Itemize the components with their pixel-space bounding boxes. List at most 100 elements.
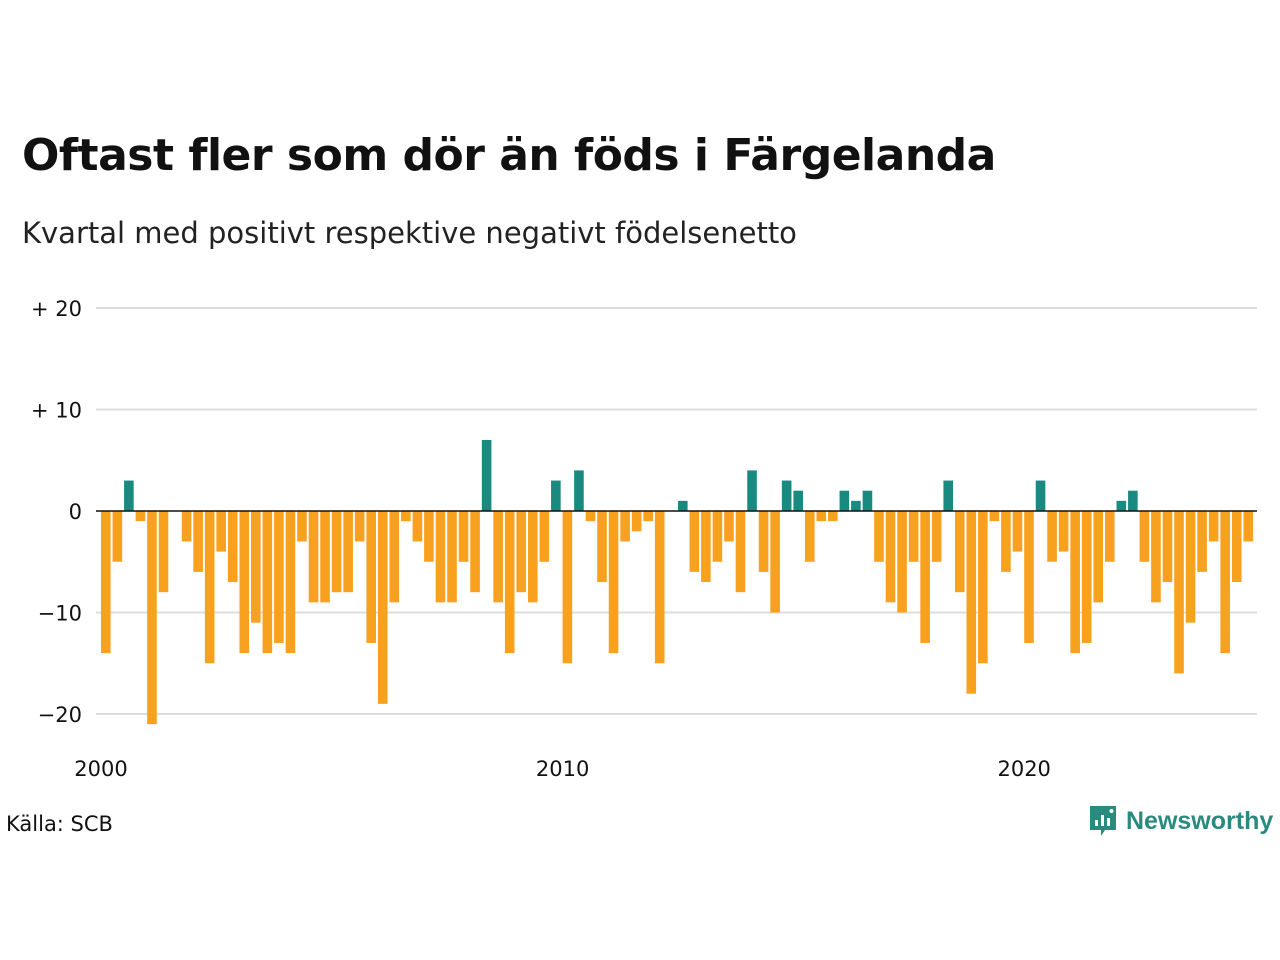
bar bbox=[412, 511, 423, 542]
bar bbox=[135, 511, 146, 522]
bars bbox=[101, 439, 1254, 725]
bar bbox=[447, 511, 457, 603]
bar bbox=[527, 511, 538, 603]
bar bbox=[839, 490, 850, 511]
bar bbox=[193, 511, 203, 572]
bar bbox=[608, 511, 619, 654]
bar bbox=[377, 511, 388, 704]
bar bbox=[1012, 511, 1023, 552]
bar bbox=[920, 511, 930, 643]
bar bbox=[331, 511, 342, 593]
bar bbox=[1093, 511, 1104, 603]
bar bbox=[481, 439, 492, 511]
bar bbox=[954, 511, 965, 593]
newsworthy-logo-icon bbox=[1090, 806, 1116, 836]
bar bbox=[308, 511, 319, 603]
bar bbox=[1081, 511, 1092, 643]
bar bbox=[978, 511, 988, 664]
y-tick-label: + 20 bbox=[31, 297, 82, 321]
bar bbox=[816, 511, 827, 522]
bar bbox=[689, 511, 700, 572]
y-tick-label: −10 bbox=[38, 602, 82, 626]
bar bbox=[366, 511, 377, 643]
bar bbox=[1185, 511, 1196, 623]
bar bbox=[1104, 511, 1115, 562]
bar bbox=[493, 511, 503, 603]
bar bbox=[181, 511, 192, 542]
x-tick-label: 2000 bbox=[74, 757, 127, 781]
bar bbox=[147, 511, 157, 725]
bar bbox=[828, 511, 838, 522]
bar bbox=[354, 511, 365, 542]
bar bbox=[274, 511, 284, 643]
y-tick-label: 0 bbox=[69, 500, 82, 524]
bar bbox=[862, 490, 873, 511]
chart-title: Oftast fler som dör än föds i Färgelanda bbox=[22, 130, 996, 181]
y-tick-label: + 10 bbox=[31, 399, 82, 423]
bar bbox=[401, 511, 411, 522]
bar bbox=[943, 480, 954, 511]
bar bbox=[1231, 511, 1242, 583]
bar bbox=[620, 511, 630, 542]
bar bbox=[435, 511, 446, 603]
bar bbox=[1070, 511, 1080, 654]
bar bbox=[285, 511, 296, 654]
bar bbox=[239, 511, 250, 654]
bar bbox=[204, 511, 215, 664]
bar bbox=[1035, 480, 1046, 511]
bar bbox=[712, 511, 723, 562]
bar bbox=[574, 470, 584, 511]
bar bbox=[504, 511, 515, 654]
bar bbox=[758, 511, 769, 572]
x-tick-label: 2010 bbox=[536, 757, 589, 781]
bar bbox=[793, 490, 803, 511]
bar bbox=[516, 511, 527, 593]
bar bbox=[424, 511, 434, 562]
y-tick-label: −20 bbox=[38, 703, 82, 727]
bar bbox=[804, 511, 815, 562]
y-axis: + 20 + 10 0 −10 −20 bbox=[31, 297, 82, 727]
bar bbox=[874, 511, 884, 562]
bar bbox=[101, 511, 111, 654]
bar bbox=[1208, 511, 1219, 542]
bar bbox=[643, 511, 653, 522]
bar bbox=[1151, 511, 1161, 603]
bar bbox=[458, 511, 469, 562]
bar bbox=[158, 511, 169, 593]
bar bbox=[1243, 511, 1254, 542]
x-axis: 2000 2010 2020 bbox=[74, 757, 1051, 781]
bar bbox=[551, 480, 561, 511]
bar bbox=[585, 511, 596, 522]
bar bbox=[124, 480, 134, 511]
chart-subtitle: Kvartal med positivt respektive negativt… bbox=[22, 216, 797, 250]
source-note: Källa: SCB bbox=[6, 812, 113, 836]
brand-name: Newsworthy bbox=[1126, 806, 1274, 835]
bar bbox=[1220, 511, 1230, 654]
bar bbox=[747, 470, 757, 511]
bar bbox=[216, 511, 226, 552]
bar bbox=[897, 511, 907, 613]
bar bbox=[931, 511, 942, 562]
bar bbox=[1024, 511, 1034, 643]
bar bbox=[1162, 511, 1173, 583]
bar bbox=[966, 511, 977, 694]
brand-logo[interactable]: Newsworthy bbox=[1088, 804, 1273, 838]
bar bbox=[389, 511, 400, 603]
bar bbox=[597, 511, 607, 583]
bar bbox=[678, 500, 688, 511]
bar bbox=[781, 480, 792, 511]
bar bbox=[562, 511, 573, 664]
bar bbox=[701, 511, 711, 583]
bar bbox=[654, 511, 665, 664]
bar bbox=[724, 511, 734, 542]
bar bbox=[1001, 511, 1011, 572]
bar bbox=[227, 511, 238, 583]
bar bbox=[1197, 511, 1207, 572]
bar bbox=[297, 511, 307, 542]
bar bbox=[770, 511, 780, 613]
bar bbox=[885, 511, 896, 603]
bar bbox=[251, 511, 261, 623]
bar bbox=[1047, 511, 1057, 562]
bar bbox=[989, 511, 1000, 522]
bar bbox=[851, 500, 861, 511]
